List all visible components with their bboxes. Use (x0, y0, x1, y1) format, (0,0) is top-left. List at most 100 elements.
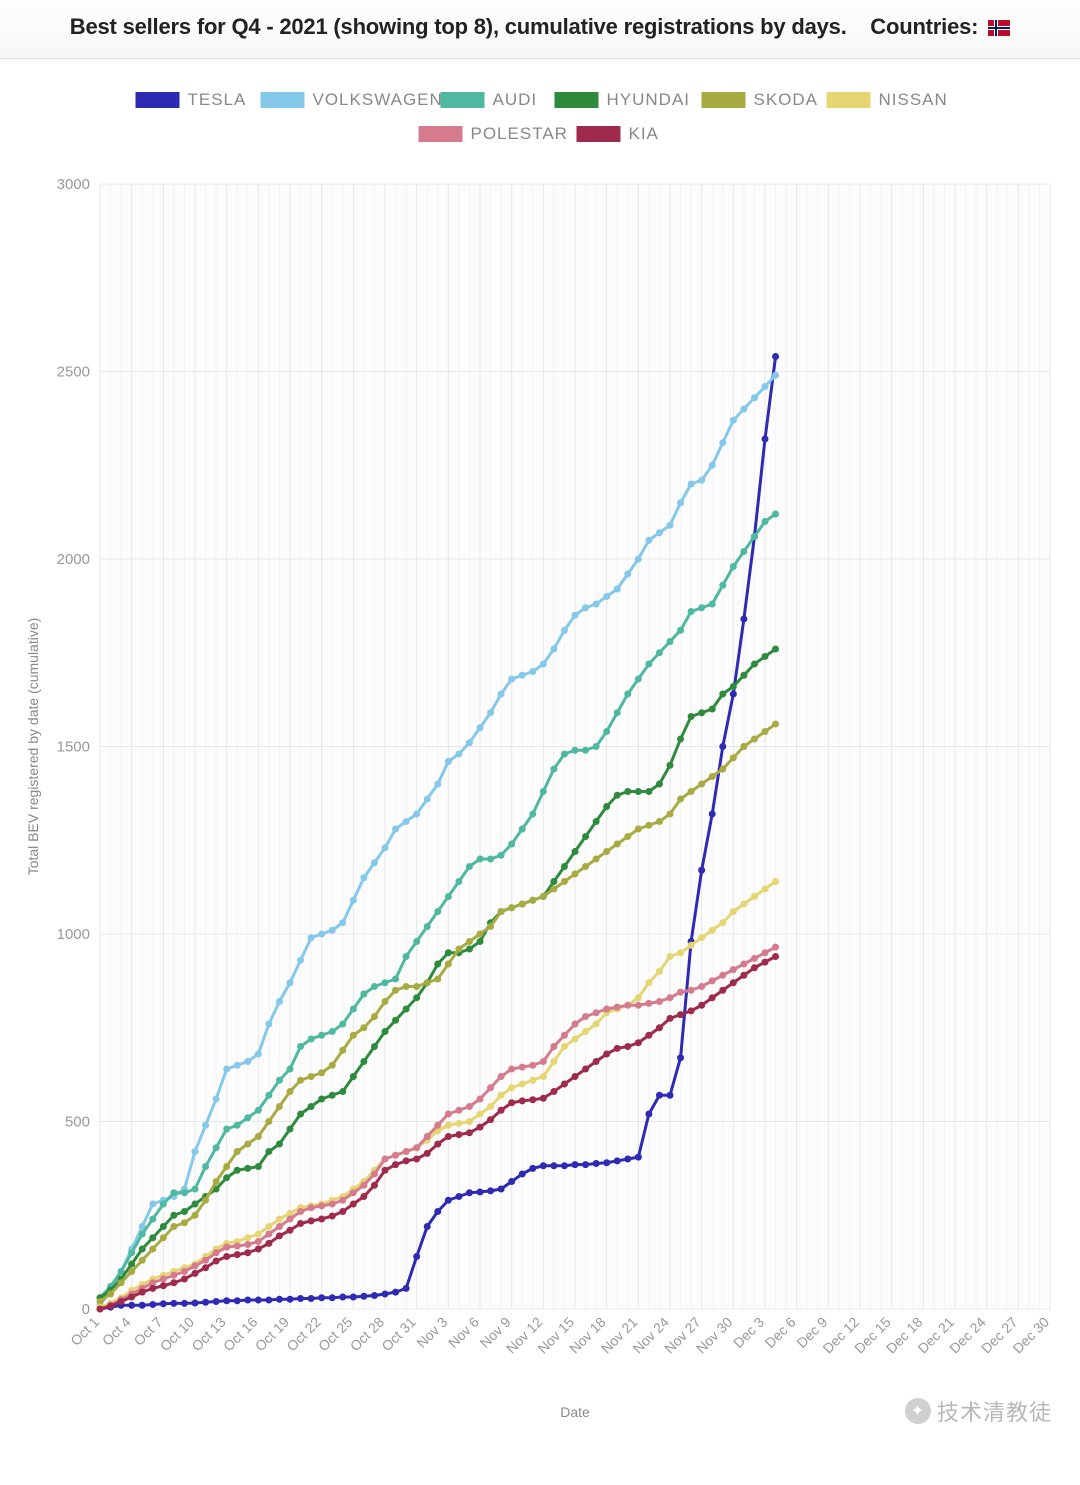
series-point[interactable] (234, 1122, 241, 1129)
series-point[interactable] (192, 1262, 199, 1269)
series-point[interactable] (339, 1088, 346, 1095)
series-point[interactable] (287, 1227, 294, 1234)
series-point[interactable] (223, 1126, 230, 1133)
series-point[interactable] (424, 1223, 431, 1230)
series-point[interactable] (297, 1208, 304, 1215)
series-point[interactable] (424, 1133, 431, 1140)
series-point[interactable] (772, 353, 779, 360)
series-point[interactable] (519, 826, 526, 833)
series-point[interactable] (107, 1303, 114, 1310)
series-point[interactable] (529, 811, 536, 818)
series-point[interactable] (382, 1167, 389, 1174)
series-point[interactable] (740, 616, 747, 623)
series-point[interactable] (498, 1186, 505, 1193)
series-point[interactable] (624, 833, 631, 840)
series-point[interactable] (603, 1159, 610, 1166)
series-point[interactable] (339, 1047, 346, 1054)
series-point[interactable] (308, 1036, 315, 1043)
series-point[interactable] (181, 1219, 188, 1226)
series-point[interactable] (719, 691, 726, 698)
series-point[interactable] (603, 803, 610, 810)
series-point[interactable] (455, 878, 462, 885)
series-point[interactable] (635, 994, 642, 1001)
series-point[interactable] (276, 1296, 283, 1303)
series-point[interactable] (656, 818, 663, 825)
series-point[interactable] (445, 893, 452, 900)
series-point[interactable] (97, 1306, 104, 1313)
series-point[interactable] (751, 736, 758, 743)
series-point[interactable] (413, 1253, 420, 1260)
series-point[interactable] (593, 743, 600, 750)
series-point[interactable] (572, 1073, 579, 1080)
series-point[interactable] (371, 1171, 378, 1178)
series-point[interactable] (677, 499, 684, 506)
series-point[interactable] (287, 1296, 294, 1303)
series-point[interactable] (192, 1201, 199, 1208)
series-point[interactable] (698, 709, 705, 716)
series-point[interactable] (170, 1279, 177, 1286)
series-point[interactable] (192, 1212, 199, 1219)
series-point[interactable] (498, 1107, 505, 1114)
series-point[interactable] (667, 1015, 674, 1022)
series-point[interactable] (740, 406, 747, 413)
series-point[interactable] (244, 1141, 251, 1148)
series-point[interactable] (667, 953, 674, 960)
series-point[interactable] (455, 946, 462, 953)
series-point[interactable] (424, 979, 431, 986)
series-point[interactable] (487, 1103, 494, 1110)
series-point[interactable] (170, 1300, 177, 1307)
series-point[interactable] (360, 1182, 367, 1189)
series-point[interactable] (519, 1171, 526, 1178)
series-point[interactable] (329, 1062, 336, 1069)
series-point[interactable] (719, 766, 726, 773)
series-point[interactable] (434, 1141, 441, 1148)
series-point[interactable] (529, 1077, 536, 1084)
series-point[interactable] (529, 1096, 536, 1103)
series-point[interactable] (350, 1006, 357, 1013)
series-point[interactable] (709, 706, 716, 713)
series-point[interactable] (582, 833, 589, 840)
series-point[interactable] (593, 818, 600, 825)
series-point[interactable] (149, 1201, 156, 1208)
series-point[interactable] (181, 1300, 188, 1307)
series-point[interactable] (297, 1077, 304, 1084)
series-point[interactable] (466, 863, 473, 870)
series-point[interactable] (466, 1103, 473, 1110)
series-point[interactable] (519, 1064, 526, 1071)
series-point[interactable] (360, 1024, 367, 1031)
series-point[interactable] (392, 1152, 399, 1159)
series-point[interactable] (624, 788, 631, 795)
series-point[interactable] (740, 901, 747, 908)
series-point[interactable] (593, 1009, 600, 1016)
series-point[interactable] (413, 983, 420, 990)
series-point[interactable] (487, 1116, 494, 1123)
series-point[interactable] (519, 901, 526, 908)
series-point[interactable] (434, 781, 441, 788)
series-point[interactable] (751, 394, 758, 401)
series-point[interactable] (339, 1021, 346, 1028)
series-point[interactable] (572, 612, 579, 619)
series-point[interactable] (656, 649, 663, 656)
series-point[interactable] (424, 796, 431, 803)
series-point[interactable] (508, 904, 515, 911)
series-point[interactable] (582, 1028, 589, 1035)
series-point[interactable] (192, 1270, 199, 1277)
series-point[interactable] (382, 1028, 389, 1035)
series-point[interactable] (624, 1002, 631, 1009)
series-point[interactable] (255, 1051, 262, 1058)
series-point[interactable] (645, 788, 652, 795)
series-point[interactable] (709, 811, 716, 818)
series-point[interactable] (139, 1289, 146, 1296)
series-point[interactable] (223, 1163, 230, 1170)
series-point[interactable] (688, 788, 695, 795)
series-point[interactable] (709, 927, 716, 934)
series-point[interactable] (719, 987, 726, 994)
series-point[interactable] (244, 1249, 251, 1256)
series-point[interactable] (466, 938, 473, 945)
series-point[interactable] (635, 1039, 642, 1046)
legend-item[interactable]: SKODA (702, 90, 819, 109)
series-point[interactable] (477, 1124, 484, 1131)
series-point[interactable] (265, 1297, 272, 1304)
series-point[interactable] (698, 934, 705, 941)
series-point[interactable] (128, 1268, 135, 1275)
